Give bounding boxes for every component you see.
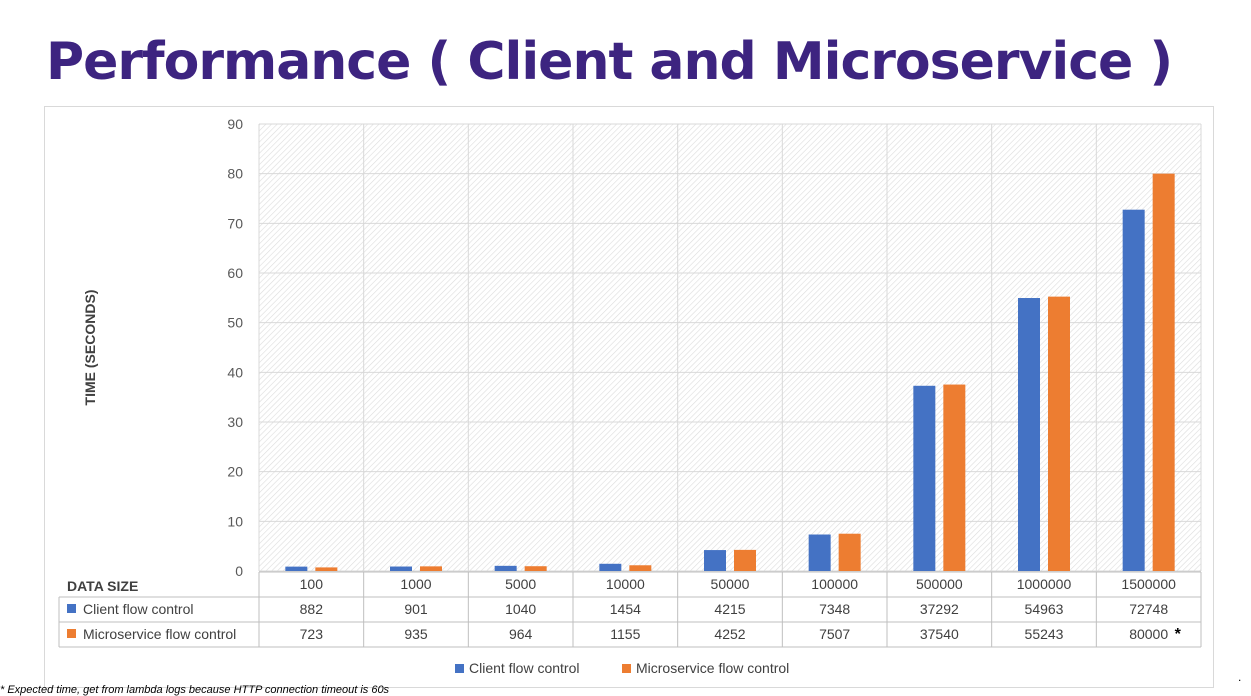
- bar-chart: 0 10 20 30 40 50 60 70 80 90 TIME (SECONDS) DATA …: [58, 116, 1202, 676]
- legend-key: [622, 664, 631, 673]
- x-tick-label: 100000: [811, 576, 858, 592]
- data-label: 54963: [1025, 601, 1064, 617]
- data-label: 935: [404, 626, 428, 642]
- x-tick-label: 5000: [505, 576, 536, 592]
- data-label: 882: [300, 601, 324, 617]
- bar-microservice: [943, 384, 966, 571]
- slide-title: Performance ( Client and Microservice ): [46, 32, 1173, 92]
- bar-client: [1122, 209, 1145, 571]
- bar-client: [1018, 298, 1040, 571]
- data-label: 4215: [714, 601, 745, 617]
- legend-label: Client flow control: [469, 660, 580, 676]
- data-label: 723: [300, 626, 324, 642]
- data-label: 7507: [819, 626, 850, 642]
- bar-microservice: [524, 566, 547, 571]
- y-tick-label: 0: [235, 563, 243, 579]
- table-legend-key: [67, 629, 76, 638]
- x-tick-label: 50000: [711, 576, 750, 592]
- corner-mark: .: [1238, 670, 1242, 684]
- bar-client: [599, 563, 622, 571]
- x-tick-label: 10000: [606, 576, 645, 592]
- x-tick-label: 100: [300, 576, 324, 592]
- y-tick-label: 10: [227, 513, 243, 529]
- data-label: 55243: [1025, 626, 1064, 642]
- table-header: DATA SIZE: [67, 578, 138, 594]
- data-label: 72748: [1129, 601, 1168, 617]
- x-tick-label: 1000000: [1017, 576, 1072, 592]
- bar-client: [704, 550, 726, 571]
- data-label: 901: [404, 601, 428, 617]
- data-label: 1454: [610, 601, 641, 617]
- y-tick-label: 80: [227, 166, 243, 182]
- data-label: 1155: [610, 626, 640, 642]
- data-label: 4252: [714, 626, 745, 642]
- data-label: 7348: [819, 601, 850, 617]
- x-tick-label: 1500000: [1121, 576, 1176, 592]
- bar-microservice: [420, 566, 442, 571]
- table-series-name: Microservice flow control: [83, 626, 236, 642]
- bar-microservice: [315, 567, 338, 571]
- data-label: 37540: [920, 626, 959, 642]
- y-axis: 0 10 20 30 40 50 60 70 80 90: [227, 116, 243, 579]
- y-tick-label: 40: [227, 364, 243, 380]
- data-label: 37292: [920, 601, 959, 617]
- bar-client: [285, 566, 308, 571]
- legend: Client flow control Microservice flow con…: [455, 660, 789, 676]
- bar-client: [494, 565, 517, 571]
- legend-key: [455, 664, 464, 673]
- bar-microservice: [1048, 296, 1070, 571]
- gridlines: [258, 123, 1202, 572]
- bar-microservice: [1152, 173, 1175, 571]
- y-axis-label: TIME (SECONDS): [82, 290, 98, 406]
- footnote: * Expected time, get from lambda logs be…: [0, 684, 390, 696]
- bar-client: [808, 534, 831, 571]
- x-tick-label: 1000: [400, 576, 431, 592]
- bar-microservice: [629, 565, 652, 571]
- y-tick-label: 50: [227, 315, 243, 331]
- bar-client: [913, 385, 936, 571]
- y-tick-label: 60: [227, 265, 243, 281]
- chart-area: 0 10 20 30 40 50 60 70 80 90 TIME (SECONDS) DATA …: [44, 106, 1214, 688]
- plot-area: [259, 124, 1201, 571]
- annotation-asterisk: *: [1175, 626, 1182, 643]
- table-series-name: Client flow control: [83, 601, 194, 617]
- x-tick-label: 500000: [916, 576, 963, 592]
- y-tick-label: 70: [227, 215, 243, 231]
- bar-microservice: [734, 549, 756, 571]
- y-tick-label: 30: [227, 414, 243, 430]
- data-table: DATA SIZE 100 1000 5000 10000 50000 100000 5000…: [58, 571, 1202, 648]
- data-label: 80000: [1129, 626, 1168, 642]
- data-label: 964: [509, 626, 533, 642]
- bar-client: [390, 566, 412, 571]
- bars: [285, 173, 1175, 571]
- y-tick-label: 20: [227, 464, 243, 480]
- y-tick-label: 90: [227, 116, 243, 132]
- bar-microservice: [838, 533, 861, 571]
- legend-label: Microservice flow control: [636, 660, 789, 676]
- data-label: 1040: [505, 601, 536, 617]
- table-legend-key: [67, 604, 76, 613]
